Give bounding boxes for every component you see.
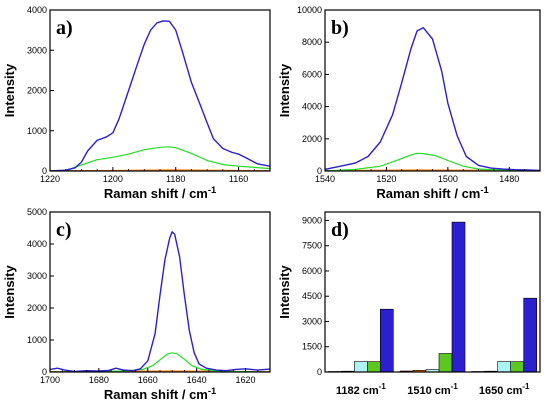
y-axis-label: Intensity [277,63,292,117]
y-tick-label: 10000 [297,5,322,15]
panel-label: d) [331,219,349,241]
x-tick-label: 1520 [376,174,396,184]
plot-frame [324,9,541,172]
x-tick-label: 1680 [89,375,109,385]
x-tick-label: 1160 [229,174,248,184]
series-line-1 [50,20,270,171]
plot-frame [324,211,541,373]
y-tick-label: 3000 [27,271,47,281]
y-tick-label: 9000 [302,215,322,225]
y-tick-label: 4500 [302,291,322,301]
bar [510,361,525,373]
panel-b: 1540 1520 1500 1480 Raman shift / cm-1 0 2000 4… [277,5,541,201]
y-tick-label: 2000 [27,86,47,96]
panel-label: a) [56,17,73,39]
category-label: 1182 cm-1 [336,382,386,397]
x-tick-label: 1660 [138,375,158,385]
y-tick-label: 1000 [27,335,47,345]
y-tick-label: 6000 [302,266,322,276]
x-axis-label: Raman shift / cm-1 [376,185,488,201]
panel-d: 1182 cm-1 1510 cm-1 1650 cm-1 0 1500 3000 4500… [277,211,541,397]
bar [438,353,453,373]
bar [366,361,381,373]
y-tick-label: 0 [42,166,47,176]
series-line-2 [50,146,270,171]
x-tick-label: 1500 [438,174,458,184]
series-line-1 [50,231,270,372]
plot-frame [49,9,271,172]
y-tick-label: 6000 [302,69,322,79]
panel-label: c) [56,219,72,241]
series-line-1 [325,27,540,171]
bar [497,361,512,373]
bar [523,297,538,373]
y-tick-label: 8000 [302,37,322,47]
category-label: 1510 cm-1 [407,382,458,397]
y-tick-label: 4000 [27,239,47,249]
x-axis-label: Raman shift / cm-1 [104,185,216,201]
y-tick-label: 0 [42,367,47,377]
y-tick-label: 0 [317,166,322,176]
x-tick-label: 1180 [166,174,185,184]
x-axis-label: Raman shift / cm-1 [104,386,216,402]
y-tick-label: 3000 [302,316,322,326]
bar [451,221,466,373]
y-tick-label: 3000 [27,45,47,55]
panel-a: 1220 1200 1180 1160 Raman shift / cm-1 0 1000 2… [2,5,271,201]
x-tick-label: 1640 [187,375,207,385]
plot-frame [49,211,271,373]
y-tick-label: 2000 [27,303,47,313]
y-tick-label: 1500 [302,342,322,352]
y-tick-label: 0 [317,367,322,377]
y-tick-label: 7500 [302,241,322,251]
bar [379,308,394,373]
y-axis-label: Intensity [2,63,17,117]
x-tick-label: 1480 [499,174,519,184]
bar [353,361,368,373]
y-tick-label: 4000 [27,5,47,15]
x-tick-label: 1620 [236,375,256,385]
x-tick-label: 1200 [103,174,123,184]
y-axis-label: Intensity [2,265,17,319]
y-axis-label: Intensity [277,265,292,319]
y-tick-label: 2000 [302,134,322,144]
x-tick-label: 1220 [40,174,60,184]
x-tick-label: 1700 [40,375,60,385]
x-tick-label: 1540 [315,174,335,184]
y-tick-label: 1000 [27,126,47,136]
panel-c: 1700 1680 1660 1640 1620 Raman shift / cm-1 0 1… [2,207,271,402]
panel-label: b) [331,17,349,39]
y-tick-label: 4000 [302,102,322,112]
y-tick-label: 5000 [27,207,47,217]
category-label: 1650 cm-1 [479,382,530,397]
